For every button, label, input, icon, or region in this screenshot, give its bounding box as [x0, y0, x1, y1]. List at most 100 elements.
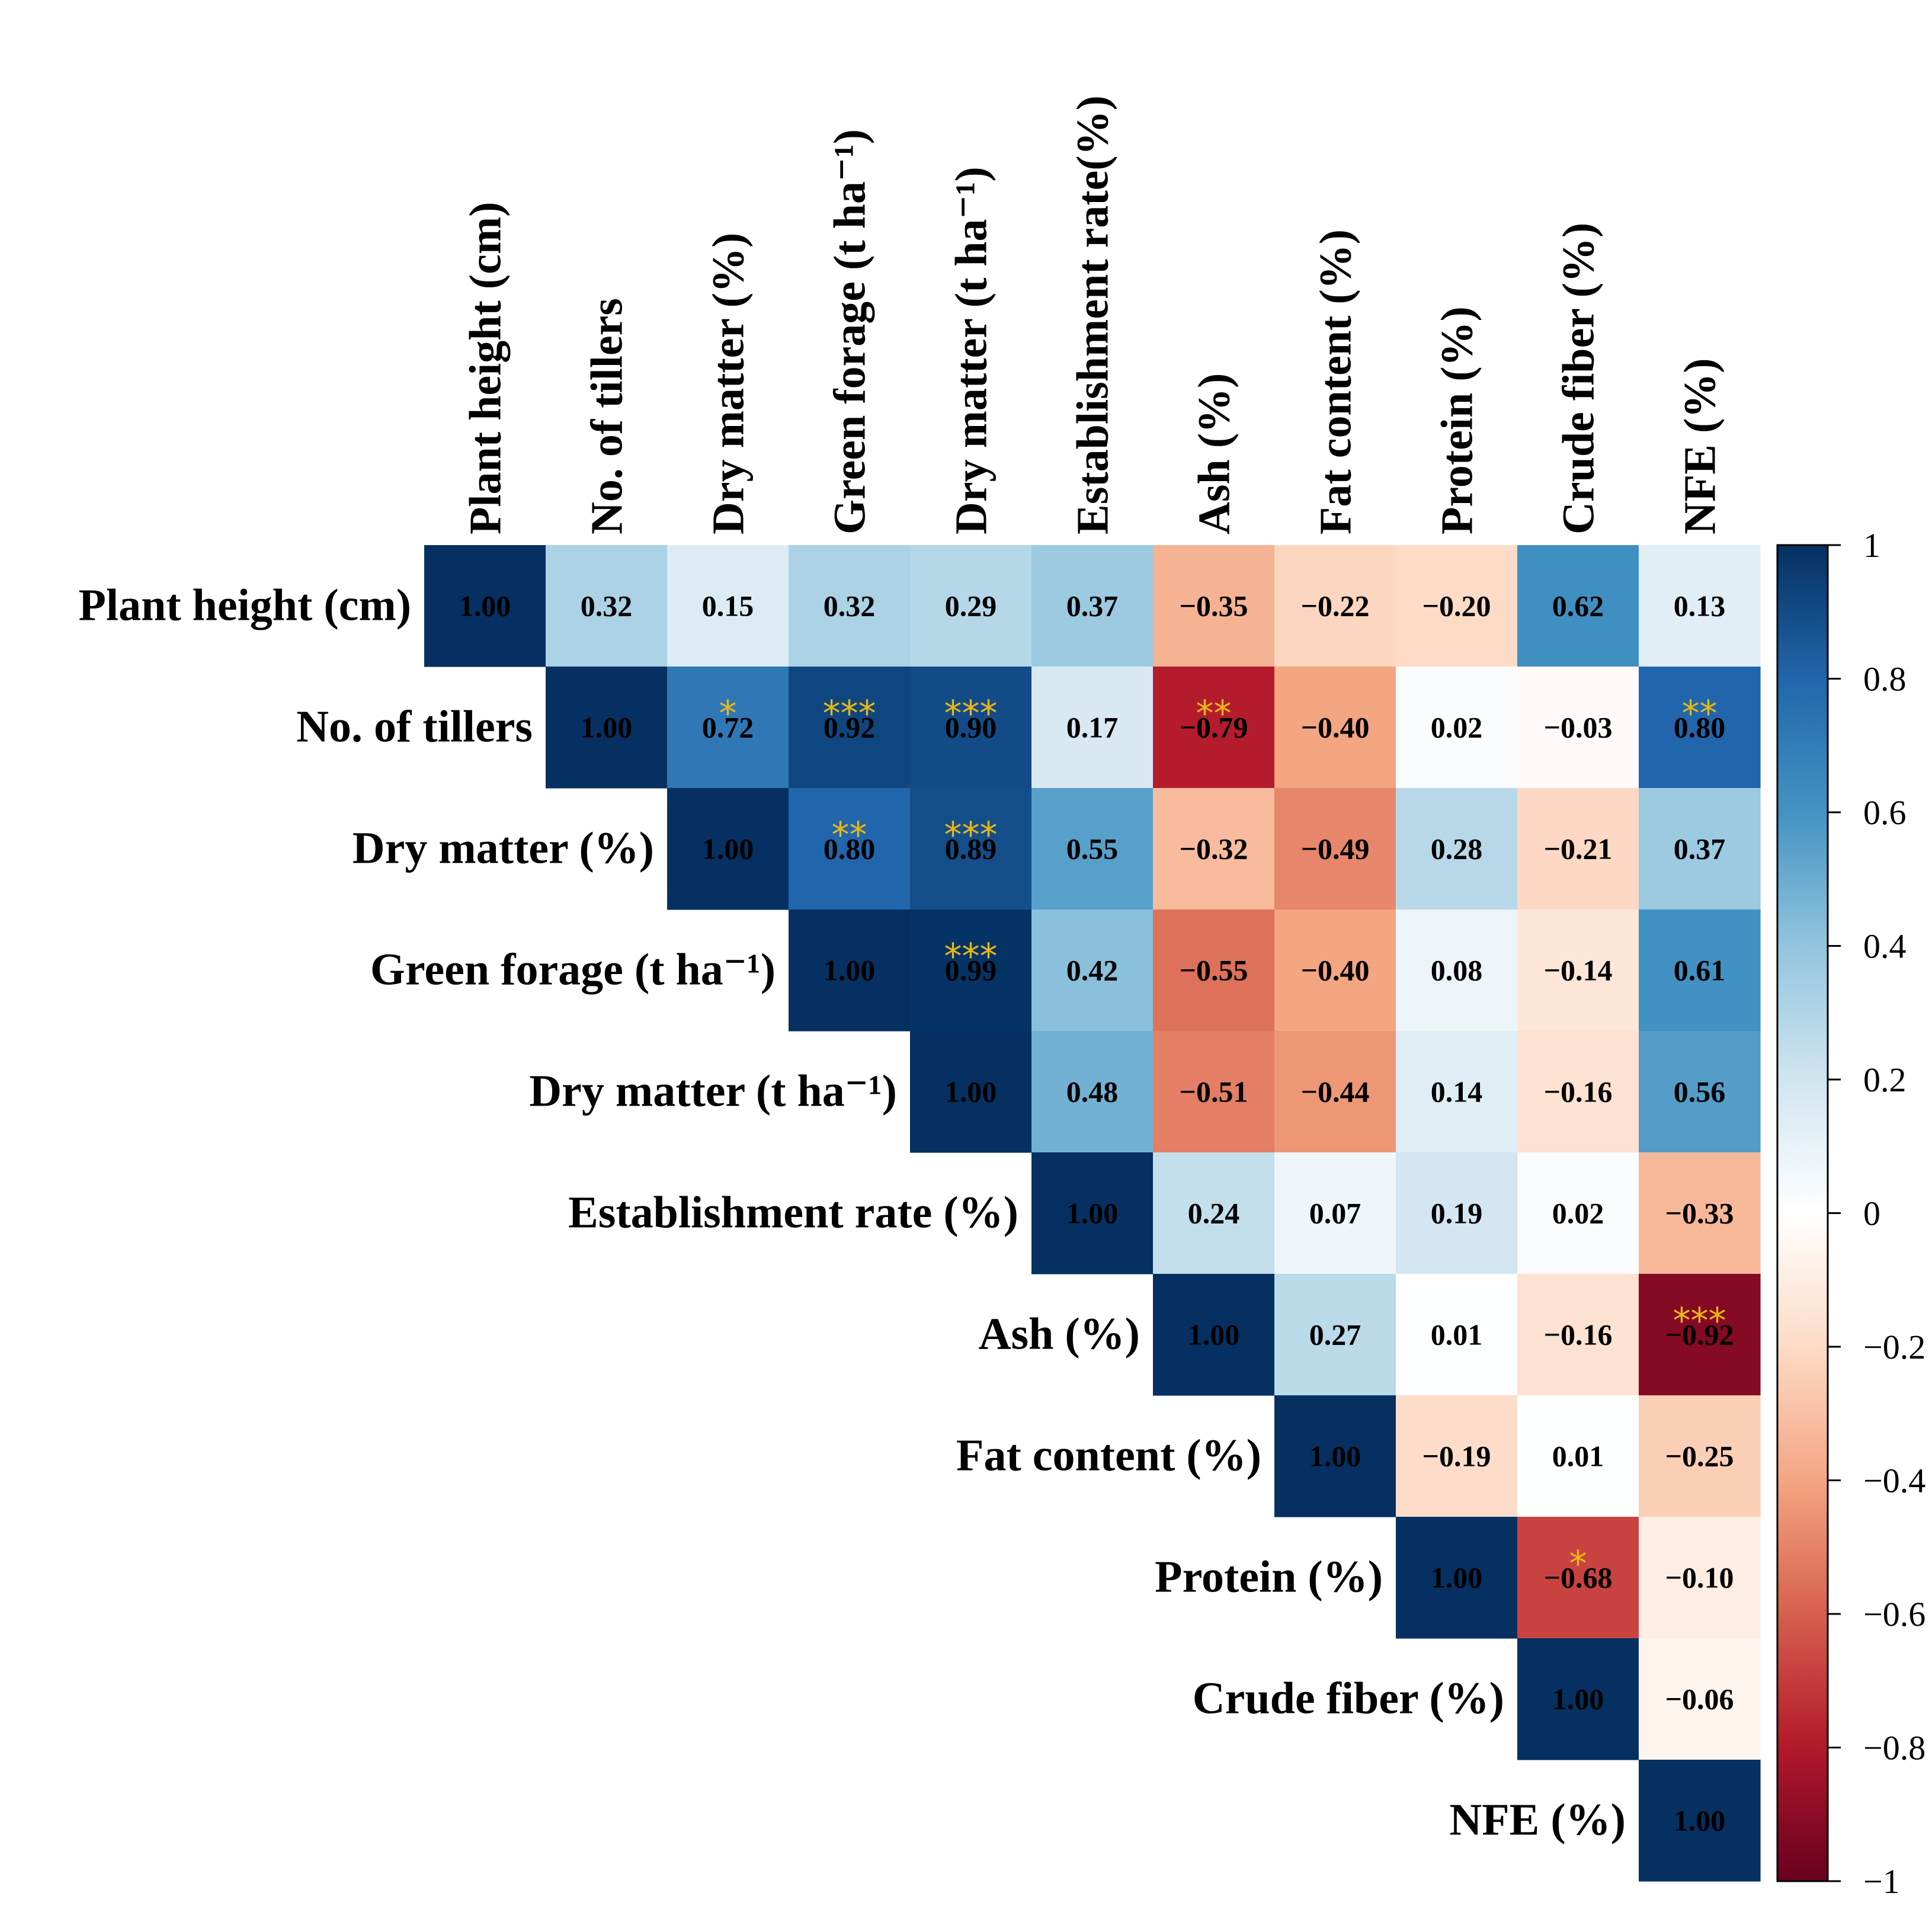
- heatmap-cell: [910, 909, 1032, 1032]
- heatmap-cell: [789, 788, 911, 910]
- heatmap-cell: [1639, 1517, 1761, 1639]
- heatmap-cell: [1517, 545, 1639, 667]
- heatmap-cell: [1396, 1152, 1518, 1274]
- heatmap-cell: [1517, 1152, 1639, 1274]
- heatmap-cell: [1639, 788, 1761, 910]
- cell-value-label: −0.92: [1665, 1318, 1734, 1351]
- heatmap-cell: [1396, 909, 1518, 1032]
- cell-value-label: 1.00: [1188, 1318, 1240, 1351]
- cell-value-label: 0.48: [1066, 1075, 1119, 1109]
- significance-stars: ***: [944, 936, 998, 978]
- cell-value-label: 1.00: [1066, 1197, 1119, 1230]
- cell-value-label: 0.32: [581, 590, 633, 623]
- column-label: Crude fiber (%): [1554, 223, 1604, 534]
- cell-value-label: −0.32: [1180, 832, 1248, 866]
- cell-value-label: 0.32: [824, 590, 876, 623]
- heatmap-cell: [1153, 909, 1275, 1032]
- heatmap-cell: [1396, 788, 1518, 910]
- row-label: Green forage (t ha⁻¹): [370, 945, 776, 995]
- heatmap-cell: [1153, 545, 1275, 667]
- colorbar-tick-label: 1: [1863, 526, 1880, 565]
- cell-value-label: 0.24: [1188, 1197, 1240, 1230]
- cell-value-label: 1.00: [824, 954, 876, 987]
- row-label: Plant height (cm): [79, 581, 411, 630]
- heatmap-cell: [1031, 667, 1154, 789]
- column-label: Establishment rate(%): [1068, 95, 1118, 534]
- heatmap-cell: [1639, 909, 1761, 1032]
- heatmap-cell: [1031, 909, 1154, 1032]
- heatmap-cell: [424, 545, 546, 667]
- cell-value-label: −0.44: [1301, 1075, 1370, 1109]
- heatmap-cell: [789, 909, 911, 1032]
- cell-value-label: 0.02: [1552, 1197, 1604, 1230]
- heatmap-cell: [1517, 1031, 1639, 1153]
- cell-value-label: 1.00: [1309, 1440, 1361, 1473]
- colorbar-tick-label: −0.8: [1863, 1729, 1925, 1767]
- heatmap-cell: [910, 667, 1032, 789]
- heatmap-cell: [1031, 788, 1154, 910]
- heatmap-cell: [1153, 788, 1275, 910]
- colorbar-tick-label: 0: [1863, 1194, 1880, 1233]
- heatmap-cell: [1517, 909, 1639, 1032]
- cell-value-label: 0.72: [702, 711, 754, 744]
- heatmap-cell: [1153, 667, 1275, 789]
- column-label: Dry matter (t ha⁻¹): [947, 166, 997, 534]
- colorbar-tick-label: 0.4: [1863, 927, 1907, 966]
- row-label: Crude fiber (%): [1193, 1674, 1504, 1724]
- heatmap-cell: [1396, 1517, 1518, 1639]
- heatmap-cell: [1031, 545, 1154, 667]
- heatmap-cell: [1274, 788, 1396, 910]
- cell-value-label: 0.15: [702, 590, 754, 623]
- cell-value-label: 0.28: [1431, 832, 1483, 866]
- cell-value-label: −0.40: [1301, 711, 1370, 744]
- cell-value-label: −0.40: [1301, 954, 1370, 987]
- row-label: Dry matter (t ha⁻¹): [529, 1066, 897, 1116]
- cell-value-label: 0.01: [1431, 1318, 1483, 1351]
- heatmap-cell: [1396, 545, 1518, 667]
- column-label: Dry matter (%): [704, 233, 754, 534]
- heatmap-cell: [1153, 1031, 1275, 1153]
- heatmap-cell: [789, 545, 911, 667]
- heatmap-cell: [910, 788, 1032, 910]
- cell-value-label: 1.00: [702, 832, 754, 866]
- column-labels: Plant height (cm) No. of tillers Dry matte…: [461, 95, 1725, 534]
- cell-value-label: 0.37: [1066, 590, 1119, 623]
- heatmap-cell: [1517, 1517, 1639, 1639]
- cell-value-label: −0.51: [1180, 1075, 1248, 1109]
- cell-value-label: −0.25: [1665, 1440, 1734, 1473]
- cell-value-label: −0.06: [1665, 1683, 1734, 1716]
- heatmap-cell: [1639, 1274, 1761, 1396]
- heatmap-cell: [667, 667, 789, 789]
- colorbar-tick-label: 0.6: [1863, 793, 1907, 832]
- heatmap-cell: [1396, 667, 1518, 789]
- cell-value-label: −0.79: [1180, 711, 1248, 744]
- heatmap-cell: [1274, 545, 1396, 667]
- colorbar: 1 0.8 0.6 0.4 0.2 0 −0.2 −0.4 −0.6 −0.8 −1: [1776, 526, 1925, 1901]
- heatmap-cell: [1274, 1395, 1396, 1517]
- cell-value-label: 1.00: [1674, 1804, 1726, 1837]
- heatmap-cell: [1517, 788, 1639, 910]
- row-label: Establishment rate (%): [568, 1188, 1018, 1238]
- significance-stars: ***: [823, 693, 876, 735]
- significance-stars: **: [1196, 693, 1232, 735]
- heatmap-cell: [1274, 1152, 1396, 1274]
- heatmap-cell: [789, 667, 911, 789]
- cell-value-label: 0.02: [1431, 711, 1483, 744]
- heatmap-cell: [1031, 1031, 1154, 1153]
- cell-value-label: −0.20: [1422, 590, 1491, 623]
- heatmap-cell: [1274, 667, 1396, 789]
- row-label: Protein (%): [1155, 1552, 1383, 1602]
- cell-value-label: −0.10: [1665, 1561, 1734, 1594]
- heatmap-cell: [1517, 667, 1639, 789]
- row-labels: Plant height (cm) No. of tillers Dry matte…: [79, 581, 1626, 1845]
- cell-value-label: 1.00: [1552, 1683, 1604, 1716]
- cell-value-label: 0.27: [1309, 1318, 1361, 1351]
- cell-value-label: 0.29: [945, 590, 997, 623]
- significance-stars: **: [1682, 693, 1718, 735]
- heatmap-cell: [667, 545, 789, 667]
- significance-stars: *: [1569, 1543, 1587, 1585]
- cell-value-label: 1.00: [945, 1075, 997, 1109]
- cell-value-label: 0.17: [1066, 711, 1119, 744]
- column-label: Green forage (t ha⁻¹): [825, 129, 875, 534]
- heatmap-cell: [1396, 1031, 1518, 1153]
